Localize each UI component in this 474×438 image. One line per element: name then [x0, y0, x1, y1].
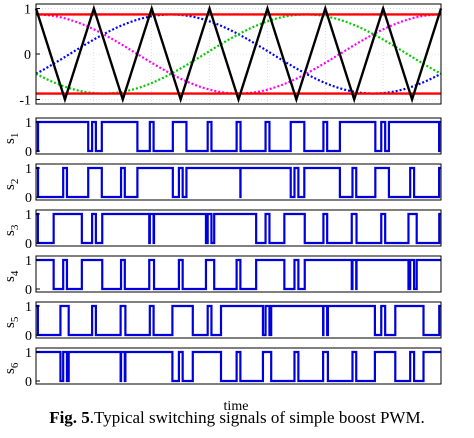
switching-panel-s1: 1 0 s1	[2, 116, 442, 160]
switching-signal-trace-s2	[36, 166, 441, 199]
triangular-carrier-wave	[34, 4, 443, 104]
y-tick-label: 1	[25, 208, 32, 223]
switching-signal-panels: 1 0 s1 1 0 s2 1 0 s3 1 0 s4 1 0 s5 1 0 s6	[2, 116, 442, 390]
switching-axes-frame-s6	[35, 347, 442, 385]
y-tick-label: 1	[25, 254, 32, 269]
caption-label: Fig. 5	[49, 408, 90, 427]
y-tick-label: 1	[25, 300, 32, 315]
y-tick-label: 0	[24, 48, 31, 63]
y-tick-label: 0	[25, 375, 32, 390]
figure-caption: Fig. 5.Typical switching signals of simp…	[0, 408, 474, 428]
switching-panel-s4: 1 0 s4	[2, 254, 442, 298]
y-tick-label: 1	[25, 346, 32, 361]
panel-label-s1: s1	[2, 133, 21, 144]
switching-panel-s6: 1 0 s6	[2, 346, 442, 390]
switching-signal-trace-s5	[36, 304, 441, 337]
switching-signal-trace-s1	[36, 120, 441, 153]
panel-label-s2: s2	[2, 179, 21, 190]
panel-label-s5: s5	[2, 316, 21, 328]
panel-label-s6: s6	[2, 362, 21, 374]
panel-label-s4: s4	[2, 270, 21, 282]
switching-signal-trace-s6	[36, 350, 441, 383]
y-tick-label: 0	[25, 329, 32, 344]
switching-panel-s5: 1 0 s5	[2, 300, 442, 344]
switching-signal-trace-s3	[36, 212, 441, 245]
switching-axes-frame-s1	[35, 117, 442, 155]
y-tick-label: 0	[25, 237, 32, 252]
reference-wave-b	[35, 13, 442, 95]
switching-panel-s2: 1 0 s2	[2, 162, 442, 206]
switching-signal-trace-s4	[36, 258, 441, 291]
switching-axes-frame-s3	[35, 209, 442, 247]
switching-axes-frame-s5	[35, 301, 442, 339]
panel-label-s3: s3	[2, 224, 21, 236]
switching-panel-s3: 1 0 s3	[2, 208, 442, 252]
y-tick-label: -1	[19, 93, 31, 108]
x-axis-label: time	[224, 399, 249, 414]
y-tick-label: 1	[25, 116, 32, 131]
y-tick-label: 0	[25, 145, 32, 160]
modulation-panel: 1 0 -1	[19, 3, 443, 108]
switching-axes-frame-s4	[35, 255, 442, 293]
y-tick-label: 0	[25, 283, 32, 298]
switching-axes-frame-s2	[35, 163, 442, 201]
y-tick-label: 0	[25, 191, 32, 206]
y-tick-label: 1	[24, 3, 31, 18]
y-tick-label: 1	[25, 162, 32, 177]
caption-text: .Typical switching signals of simple boo…	[89, 408, 425, 427]
